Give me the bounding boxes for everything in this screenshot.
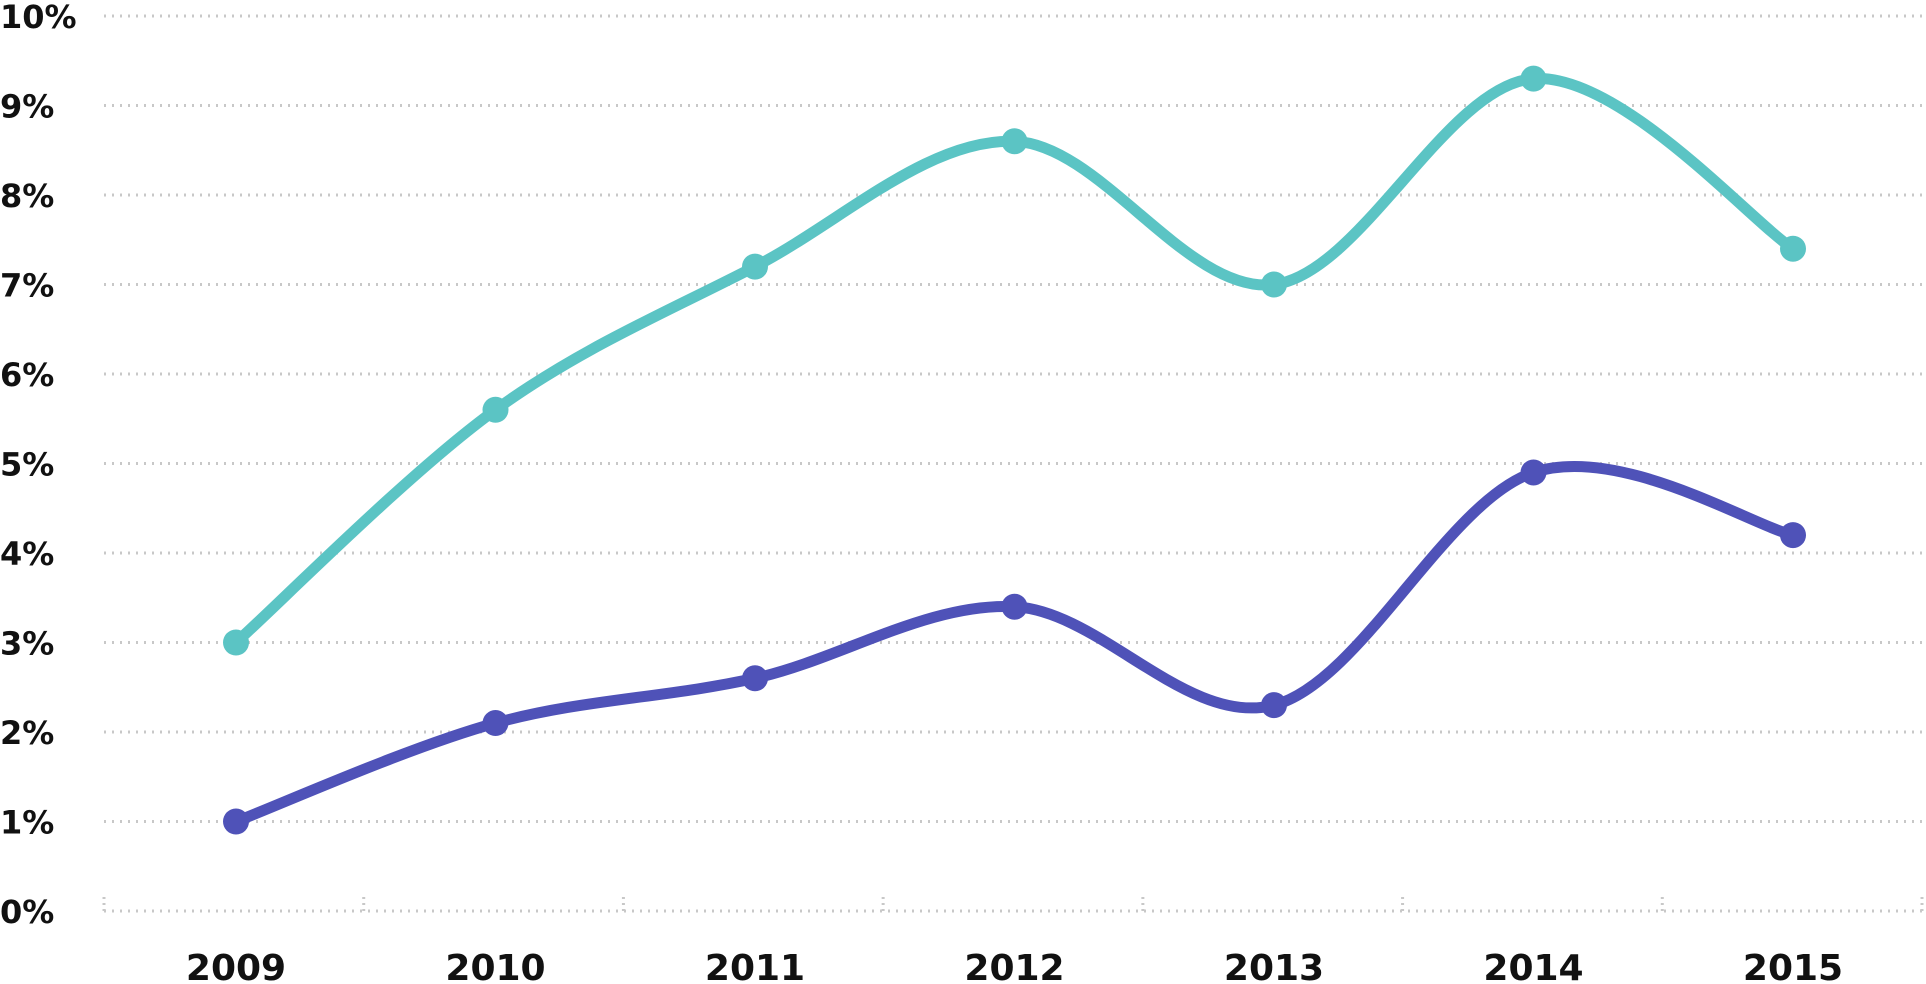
series-1-line: [230, 73, 1799, 648]
x-tick-label: 2014: [1483, 948, 1583, 984]
series-2-point: [1520, 459, 1547, 486]
y-tick-label: 10%: [0, 0, 77, 36]
y-tick-label: 4%: [0, 535, 54, 573]
y-tick-label: 1%: [0, 804, 54, 842]
x-tick-label: 2013: [1224, 948, 1324, 984]
x-tick-label: 2011: [705, 948, 805, 984]
y-tick-label: 0%: [0, 893, 54, 931]
series-1-point: [1780, 235, 1806, 262]
series-1-point: [482, 396, 509, 423]
series-1-point: [1001, 128, 1028, 155]
y-tick-label: 3%: [0, 625, 54, 663]
series-1-point: [1261, 271, 1287, 298]
y-axis-ticks: 0% 1% 2% 3% 4% 5% 6% 7% 8% 9% 10%: [0, 0, 77, 931]
series-2-point: [482, 710, 509, 737]
series-1-point: [742, 253, 768, 280]
series-2-point: [1780, 522, 1806, 549]
y-tick-label: 6%: [0, 356, 54, 394]
y-tick-label: 5%: [0, 446, 54, 484]
series-2-point: [223, 808, 249, 835]
x-axis-ticks: 2009 2010 2011 2012 2013 2014 2015: [186, 948, 1843, 984]
y-tick-label: 7%: [0, 267, 54, 305]
x-tick-label: 2012: [964, 948, 1064, 984]
x-tick-label: 2010: [445, 948, 545, 984]
x-tick-label: 2009: [186, 948, 286, 984]
series-2-point: [1001, 593, 1028, 620]
y-tick-label: 8%: [0, 177, 54, 215]
series-2-point: [742, 665, 768, 692]
x-tick-label: 2015: [1743, 948, 1843, 984]
y-tick-label: 2%: [0, 714, 54, 752]
series-1-point: [1520, 65, 1547, 92]
grid-lines: [102, 14, 1924, 913]
series-2-point: [1261, 692, 1287, 719]
y-tick-label: 9%: [0, 88, 54, 126]
series-2-line: [230, 461, 1799, 827]
series-1-point: [223, 629, 249, 656]
series-lines: [223, 65, 1806, 835]
